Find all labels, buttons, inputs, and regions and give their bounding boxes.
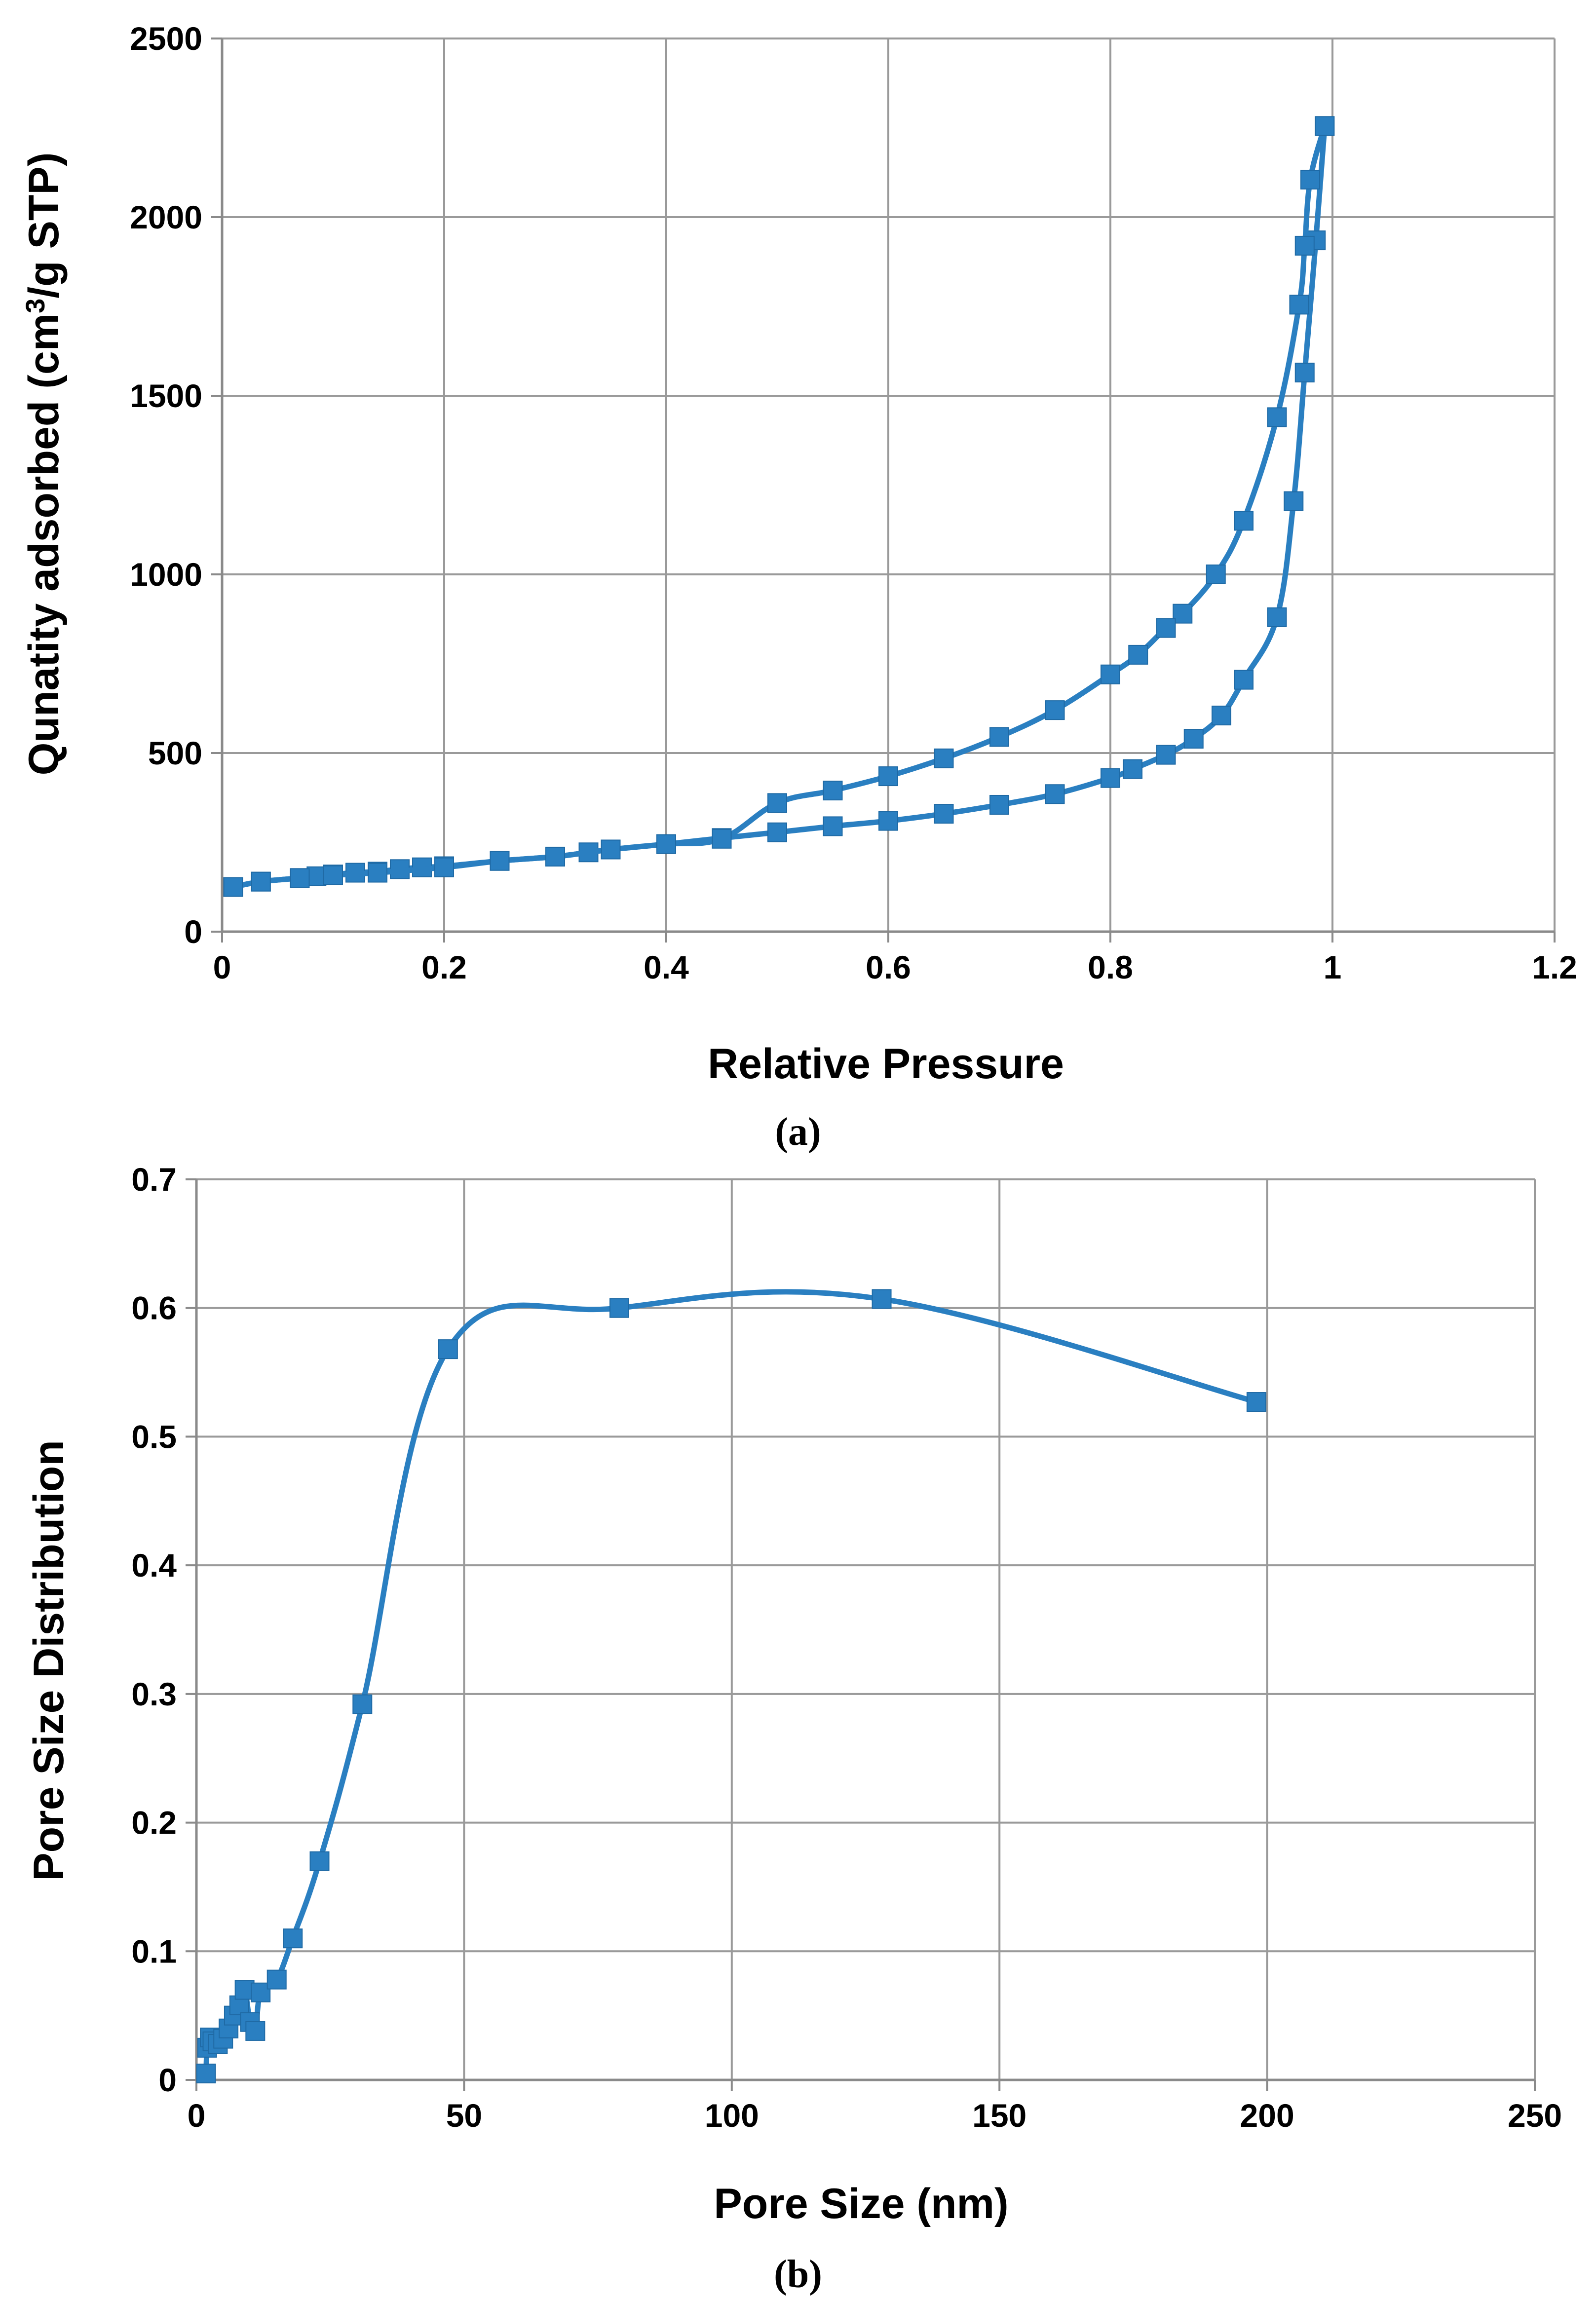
- data-point-marker: [1284, 491, 1304, 511]
- data-point-marker: [1156, 745, 1176, 765]
- data-point-marker: [245, 2021, 266, 2041]
- x-tick-label: 250: [1508, 2097, 1562, 2134]
- data-point-marker: [989, 727, 1009, 747]
- data-point-marker: [1156, 618, 1176, 638]
- y-tick-label: 2500: [130, 20, 202, 57]
- data-point-marker: [1101, 768, 1120, 788]
- chart-a-tick-labels: 0 0.2 0.4 0.6 0.8 1 1.2 0 500 1000 1500 2000 2500: [130, 20, 1577, 985]
- y-tick-label: 1500: [130, 377, 202, 414]
- data-point-marker: [309, 1851, 330, 1871]
- data-point-marker: [1234, 511, 1254, 531]
- chart-b-x-axis-title: Pore Size (nm): [714, 2180, 1008, 2227]
- chart-a-grid: [222, 38, 1556, 932]
- x-tick-label: 0: [188, 2097, 206, 2134]
- data-point-marker: [1267, 407, 1287, 427]
- y-tick-label: 0.3: [131, 1676, 177, 1712]
- data-point-marker: [1183, 729, 1204, 749]
- y-tick-label: 0.1: [131, 1933, 177, 1969]
- chart-b-tick-labels: 0 50 100 150 200 250 0 0.1 0.2 0.3 0.4 0.5 0.6 0.7: [131, 1161, 1562, 2134]
- data-point-marker: [196, 2063, 216, 2083]
- chart-b-grid: [196, 1178, 1536, 2080]
- y-tick-label: 0.4: [131, 1547, 177, 1584]
- y-tick-label: 0.2: [131, 1805, 177, 1841]
- data-point-marker: [1045, 784, 1065, 804]
- x-tick-label: 0.6: [866, 949, 911, 985]
- y-tick-label: 0.6: [131, 1290, 177, 1326]
- chart-b-panel-label: (b): [774, 2253, 822, 2296]
- y-tick-label: 0.7: [131, 1161, 177, 1198]
- x-tick-label: 0.8: [1088, 949, 1133, 985]
- chart-a-isotherm: 0 0.2 0.4 0.6 0.8 1 1.2 0 500 1000 1500 2000 2500 Re…: [20, 20, 1577, 1154]
- data-point-marker: [1212, 705, 1231, 725]
- data-point-marker: [878, 811, 898, 831]
- chart-a-x-axis-title: Relative Pressure: [708, 1040, 1064, 1088]
- y-tick-label: 1000: [130, 556, 202, 593]
- data-point-marker: [1267, 607, 1287, 627]
- y-tick-label: 2000: [130, 199, 202, 235]
- data-point-marker: [490, 851, 510, 871]
- chart-b-series: [196, 1289, 1266, 2083]
- data-point-marker: [1101, 664, 1120, 684]
- y-tick-label: 500: [148, 735, 202, 771]
- x-tick-label: 0.2: [421, 949, 467, 985]
- chart-b-pore-size: 0 50 100 150 200 250 0 0.1 0.2 0.3 0.4 0.5 0.6 0.7 Po…: [25, 1161, 1562, 2296]
- data-point-marker: [1206, 565, 1226, 584]
- chart-a-panel-label: (a): [775, 1110, 821, 1154]
- chart-b-y-axis-title: Pore Size Distribution: [25, 1440, 73, 1881]
- data-point-marker: [823, 781, 843, 801]
- y-tick-label: 0: [184, 913, 202, 950]
- data-point-marker: [1294, 235, 1315, 256]
- data-point-marker: [712, 829, 732, 849]
- data-point-marker: [1045, 700, 1065, 720]
- data-point-marker: [823, 816, 843, 836]
- x-tick-label: 1.2: [1532, 949, 1577, 985]
- chart-a-axes: [211, 38, 1556, 943]
- x-tick-label: 50: [446, 2097, 482, 2134]
- data-point-marker: [1246, 1392, 1266, 1412]
- data-point-marker: [438, 1339, 458, 1359]
- data-point-marker: [368, 863, 387, 883]
- data-point-marker: [1173, 603, 1193, 624]
- chart-a-y-axis-title: Qunatity adsorbed (cm3/g STP): [20, 152, 68, 776]
- data-point-marker: [934, 804, 954, 824]
- data-point-marker: [290, 868, 310, 888]
- x-tick-label: 200: [1240, 2097, 1294, 2134]
- x-tick-label: 1: [1324, 949, 1342, 985]
- x-tick-label: 150: [972, 2097, 1026, 2134]
- x-tick-label: 0: [213, 949, 231, 985]
- data-point-marker: [283, 1928, 303, 1949]
- data-point-marker: [872, 1289, 892, 1309]
- data-point-marker: [1128, 644, 1148, 665]
- chart-b-axes: [186, 1178, 1536, 2091]
- data-point-marker: [434, 857, 454, 877]
- y-tick-label: 0: [158, 2062, 177, 2098]
- data-point-marker: [251, 871, 271, 892]
- y-tick-label: 0.5: [131, 1418, 177, 1455]
- data-point-marker: [1289, 295, 1309, 315]
- data-point-marker: [1123, 759, 1142, 779]
- data-point-marker: [878, 766, 898, 787]
- data-point-marker: [767, 822, 787, 842]
- data-point-marker: [1315, 116, 1335, 136]
- data-point-marker: [352, 1694, 373, 1714]
- data-point-marker: [545, 846, 565, 867]
- x-tick-label: 100: [705, 2097, 759, 2134]
- data-point-marker: [1294, 362, 1315, 382]
- data-point-marker: [767, 793, 787, 813]
- data-point-marker: [989, 794, 1009, 815]
- chart-a-series: [223, 116, 1335, 897]
- data-point-marker: [1300, 169, 1320, 189]
- data-point-marker: [266, 1969, 287, 1990]
- data-point-marker: [223, 877, 243, 897]
- data-point-marker: [1234, 670, 1254, 690]
- x-tick-label: 0.4: [644, 949, 689, 985]
- data-point-marker: [323, 865, 343, 885]
- data-point-marker: [934, 748, 954, 768]
- data-point-marker: [601, 839, 621, 860]
- data-point-marker: [609, 1298, 629, 1318]
- data-point-marker: [656, 834, 676, 854]
